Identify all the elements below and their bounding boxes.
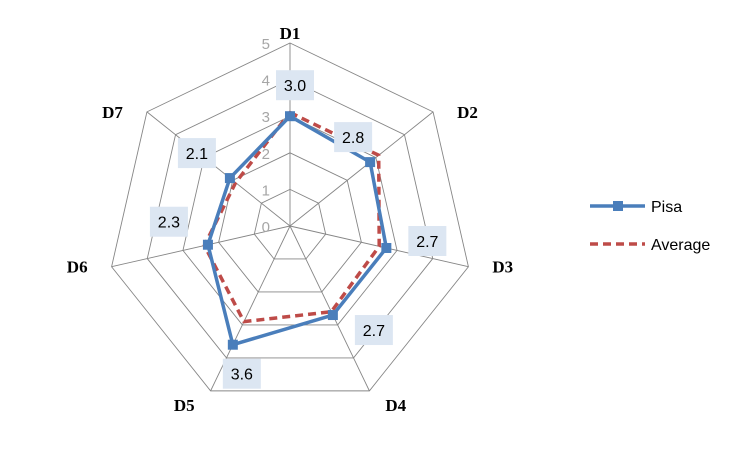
data-point-pisa-d5 bbox=[227, 339, 238, 350]
tick-label: 2 bbox=[262, 146, 270, 163]
series-layer bbox=[202, 110, 392, 350]
data-point-pisa-d7 bbox=[224, 173, 235, 184]
category-label-d6: D6 bbox=[67, 258, 88, 277]
legend: Pisa Average bbox=[590, 199, 710, 254]
category-label-d4: D4 bbox=[385, 396, 406, 415]
data-label-d6: 2.3 bbox=[158, 215, 180, 232]
tick-label: 5 bbox=[262, 36, 270, 53]
data-point-pisa-d1 bbox=[285, 111, 295, 122]
data-point-pisa-d4 bbox=[327, 310, 338, 321]
legend-marker-pisa bbox=[613, 201, 623, 211]
category-label-d1: D1 bbox=[280, 24, 301, 43]
data-point-pisa-d2 bbox=[365, 157, 376, 168]
data-label-d4: 2.7 bbox=[363, 323, 385, 340]
category-label-d2: D2 bbox=[457, 103, 478, 122]
grid-ring-5 bbox=[111, 42, 469, 392]
grid-ring-2 bbox=[218, 152, 362, 293]
series-line-average bbox=[202, 110, 381, 324]
grid-spoke-d6 bbox=[111, 225, 291, 268]
category-label-d7: D7 bbox=[102, 103, 123, 122]
category-labels: D1 D2 D3 D4 D5 D6 D7 bbox=[67, 24, 513, 415]
data-label-d5: 3.6 bbox=[231, 367, 253, 384]
radial-tick-labels: 0 1 2 3 4 5 bbox=[262, 36, 270, 236]
tick-label: 3 bbox=[262, 109, 270, 126]
category-label-d3: D3 bbox=[492, 258, 513, 277]
data-label-d7: 2.1 bbox=[186, 146, 208, 163]
data-label-d3: 2.7 bbox=[416, 234, 438, 251]
data-label-d2: 2.8 bbox=[342, 130, 364, 147]
data-label-box bbox=[149, 206, 188, 237]
legend-label-pisa: Pisa bbox=[651, 199, 682, 216]
series-line-pisa bbox=[206, 114, 389, 347]
data-label-box bbox=[276, 70, 314, 101]
data-label-box bbox=[177, 138, 216, 169]
data-point-pisa-d3 bbox=[381, 242, 392, 253]
data-label-box bbox=[354, 315, 393, 346]
tick-label: 4 bbox=[262, 73, 270, 90]
data-label-d1: 3.0 bbox=[284, 78, 306, 95]
data-label-box bbox=[222, 358, 261, 389]
category-label-d5: D5 bbox=[174, 396, 195, 415]
tick-label: 1 bbox=[262, 182, 270, 199]
data-label-box bbox=[408, 225, 447, 256]
grid-ring-3 bbox=[182, 115, 398, 326]
data-label-box bbox=[334, 122, 373, 153]
tick-label: 0 bbox=[262, 219, 270, 236]
data-point-pisa-d6 bbox=[202, 239, 213, 250]
grid-ring-1 bbox=[253, 188, 327, 260]
legend-label-average: Average bbox=[651, 237, 710, 254]
grid-spoke-d2 bbox=[289, 111, 434, 227]
grid-spoke-d4 bbox=[289, 225, 370, 392]
data-labels: 3.0 2.8 2.7 2.7 3.6 2.3 2.1 bbox=[149, 70, 447, 389]
grid-spoke-d7 bbox=[146, 111, 291, 227]
grid-ring-4 bbox=[146, 79, 434, 359]
